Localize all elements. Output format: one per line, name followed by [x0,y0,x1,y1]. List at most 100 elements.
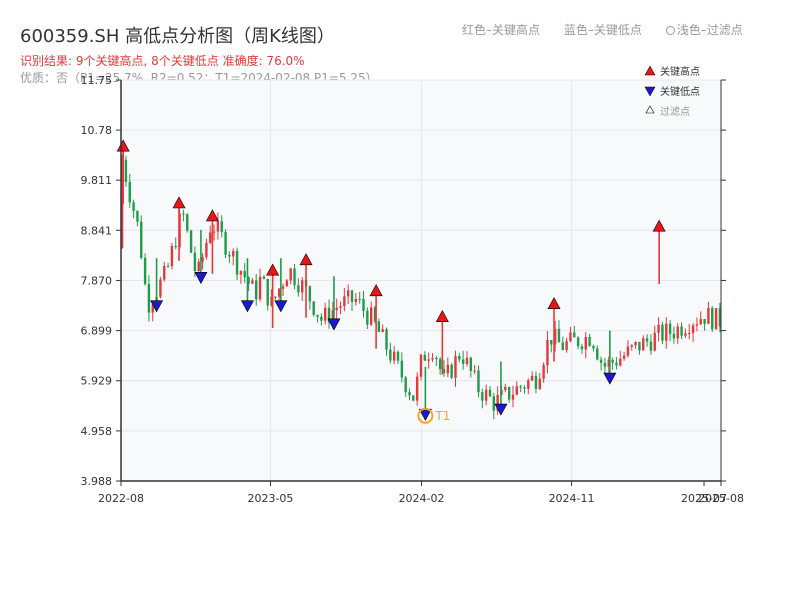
candle-body [412,395,415,401]
legend-filtered: 过滤点 [660,105,690,118]
y-tick-label: 10.78 [81,124,113,137]
candle-body [550,340,553,345]
x-tick-label: 2024-02 [399,492,445,505]
candle-body [174,246,177,248]
candle-body [469,357,473,371]
candle-body [369,307,373,325]
candle-body [619,358,622,366]
candle-body [323,307,327,321]
candle-body [293,268,296,286]
candle-body [626,346,630,356]
key-high-marker [299,253,313,266]
candle-body [258,276,262,300]
candle-body [615,362,618,366]
candle-body [297,285,300,293]
candle-body [496,394,499,411]
candle-body [657,324,660,333]
candle-body [538,378,541,390]
candle-body [216,221,220,232]
candle-body [691,325,695,334]
x-tick-label: 2025-08 [698,492,744,505]
y-tick-label: 9.811 [81,174,113,187]
candle-body [247,277,250,284]
axes: 3.988 4.958 5.929 6.899 7.870 8.841 9.811 10.78… [81,74,744,505]
candle-body [427,359,430,361]
candle-body [186,214,189,231]
candle-body [281,286,285,289]
candle-body [477,370,480,393]
key-high-marker [369,284,383,297]
candle-body [596,348,599,360]
candle-body [163,265,166,280]
candle-body [584,336,587,350]
candle-body [699,319,702,325]
candle-body [132,202,135,211]
candle-body [481,392,484,401]
candle-body [415,376,419,401]
candle-body [519,386,522,388]
x-tick-label: 2024-11 [549,492,595,505]
key-low-marker [240,300,254,313]
candle-body [343,296,346,307]
candle-body [285,280,289,287]
candle-body [661,324,664,341]
candle-body [166,265,170,267]
candle-body [147,284,151,313]
candle-body [362,299,365,311]
candle-body [680,326,683,336]
y-tick-label: 11.75 [81,74,113,87]
candle-body [278,288,281,297]
candle-body [312,301,315,315]
candle-body [638,341,641,351]
candle-body [592,346,595,349]
candle-body [423,354,427,361]
legend-blue-low: 蓝色–关键低点 [563,23,642,37]
candle-body [435,358,438,360]
candle-body [484,389,488,401]
candle-body [251,280,254,284]
candle-body [488,389,492,397]
candle-body [262,276,266,279]
candle-body [209,232,212,243]
candle-body [389,349,392,361]
candle-body [404,377,407,393]
candle-body [182,213,185,215]
candle-body [431,358,434,360]
candle-body [220,221,223,233]
candle-body [465,357,469,364]
candle-body [205,242,208,258]
candle-body [400,360,404,378]
x-tick-label: 2023-05 [247,492,293,505]
candle-body [642,338,645,351]
candle-body [565,341,568,350]
candle-body [438,359,442,370]
candle-body [553,328,557,345]
candle-body [607,359,610,367]
key-low-marker [494,403,508,416]
candle-body [450,364,453,378]
candle-body [504,386,507,390]
candle-body [622,355,626,359]
candle-body [392,351,396,361]
key-high-marker [435,310,449,322]
candle-body [335,307,338,311]
candle-body [193,252,197,271]
key-low-marker [150,300,164,313]
low-triangle-icon [644,86,656,97]
candle-body [212,231,216,233]
candle-body [189,230,193,253]
marker-legend: 关键高点 关键低点 过滤点 [644,65,700,118]
candle-body [289,268,292,281]
candle-body [339,306,342,308]
key-high-marker [205,209,219,222]
candle-body [458,356,461,360]
chart-title: 600359.SH 高低点分析图（周K线图） [20,26,335,47]
candle-body [316,314,319,317]
legend-high: 关键高点 [660,65,700,78]
candle-body [599,359,603,363]
candle-body [580,346,584,350]
candle-body [201,257,204,262]
candle-body [588,336,591,347]
legend-red-high: 红色–关键高点 [462,23,541,37]
